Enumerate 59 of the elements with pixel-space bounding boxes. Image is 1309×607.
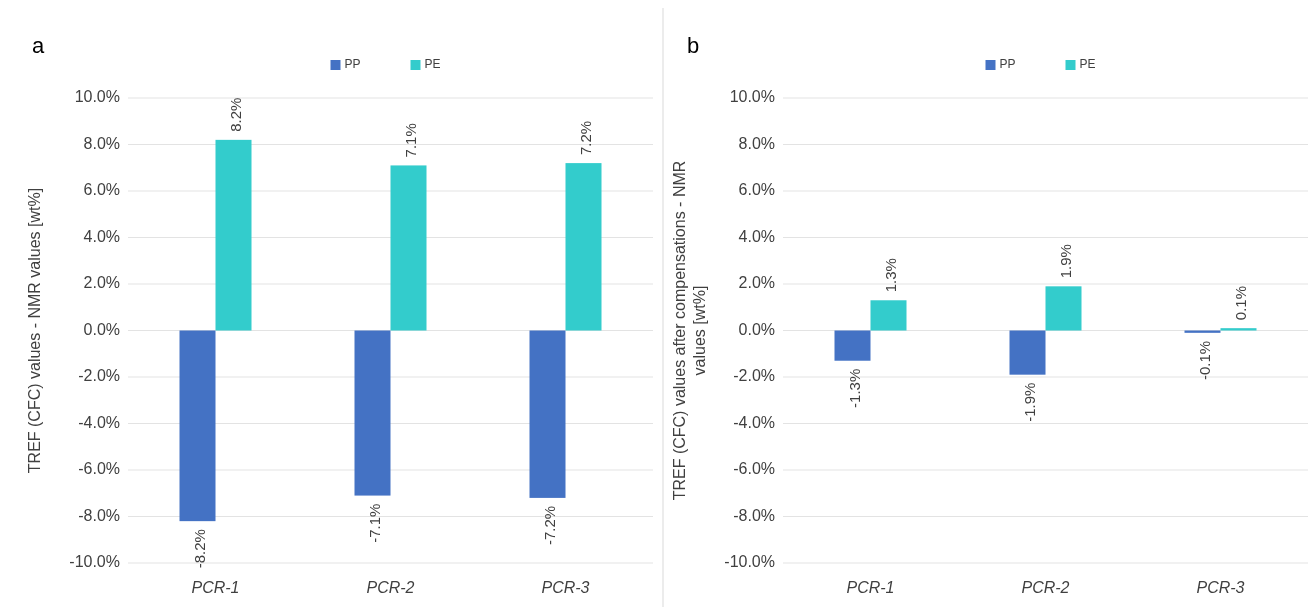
y-tick-label: 6.0% <box>738 181 775 199</box>
y-tick-label: -4.0% <box>78 413 120 431</box>
y-tick-label: -8.0% <box>78 506 120 524</box>
y-tick-label: 2.0% <box>738 274 775 292</box>
data-label: -7.1% <box>366 503 384 543</box>
y-tick-label: -8.0% <box>733 506 775 524</box>
bar <box>1220 328 1257 331</box>
y-tick-label: 10.0% <box>729 88 775 106</box>
bar <box>834 330 871 361</box>
data-label: -0.1% <box>1196 340 1214 381</box>
legend-label: PP <box>999 57 1016 72</box>
y-tick-label: 2.0% <box>83 274 120 292</box>
y-tick-label: -10.0% <box>724 553 775 571</box>
y-tick-label: -6.0% <box>733 460 775 478</box>
bar <box>1009 330 1046 375</box>
text: a <box>32 33 45 58</box>
y-tick-label: -6.0% <box>78 460 120 478</box>
y-tick-label: 4.0% <box>738 227 775 245</box>
x-tick-label: PCR-2 <box>366 579 415 596</box>
legend-label: PP <box>344 57 361 72</box>
y-tick-label: 10.0% <box>74 88 120 106</box>
y-tick-label: 8.0% <box>738 134 775 152</box>
x-tick-label: PCR-3 <box>1196 579 1245 596</box>
y-tick-label: -10.0% <box>69 553 120 571</box>
data-label: -1.9% <box>1021 382 1039 422</box>
x-tick-label: PCR-1 <box>846 579 895 596</box>
legend-label: PE <box>424 57 441 72</box>
data-label: 7.2% <box>577 120 595 156</box>
y-tick-label: 6.0% <box>83 181 120 199</box>
y-tick-label: 0.0% <box>738 320 775 338</box>
y-tick-label: 8.0% <box>83 134 120 152</box>
bar <box>390 165 427 331</box>
y-tick-label: -2.0% <box>78 367 120 385</box>
bar <box>215 139 252 331</box>
y-tick-label: 4.0% <box>83 227 120 245</box>
data-label: 0.1% <box>1232 285 1250 321</box>
x-tick-label: PCR-1 <box>191 579 240 596</box>
bar <box>1045 286 1082 331</box>
bar <box>870 300 907 331</box>
data-label: -1.3% <box>846 368 864 408</box>
x-tick-label: PCR-2 <box>1021 579 1070 596</box>
y-tick-label: 0.0% <box>83 320 120 338</box>
bar <box>354 330 391 496</box>
bar <box>565 163 602 331</box>
data-label: -8.2% <box>191 529 209 569</box>
y-tick-label: -2.0% <box>733 367 775 385</box>
data-label: 1.9% <box>1057 244 1075 279</box>
y-tick-label: -4.0% <box>733 413 775 431</box>
x-tick-label: PCR-3 <box>541 579 590 596</box>
text: b <box>687 33 700 58</box>
data-label: 8.2% <box>227 97 245 132</box>
bar <box>529 330 566 498</box>
y-axis-title: TREF (CFC) values after compensations - NMR values [wt%] <box>671 160 708 501</box>
data-label: 7.1% <box>402 123 420 158</box>
legend-label: PE <box>1079 57 1096 72</box>
bar <box>179 330 216 522</box>
data-label: -7.2% <box>541 505 559 546</box>
y-axis-title: TREF (CFC) values - NMR values [wt%] <box>26 187 43 474</box>
data-label: 1.3% <box>882 258 900 293</box>
